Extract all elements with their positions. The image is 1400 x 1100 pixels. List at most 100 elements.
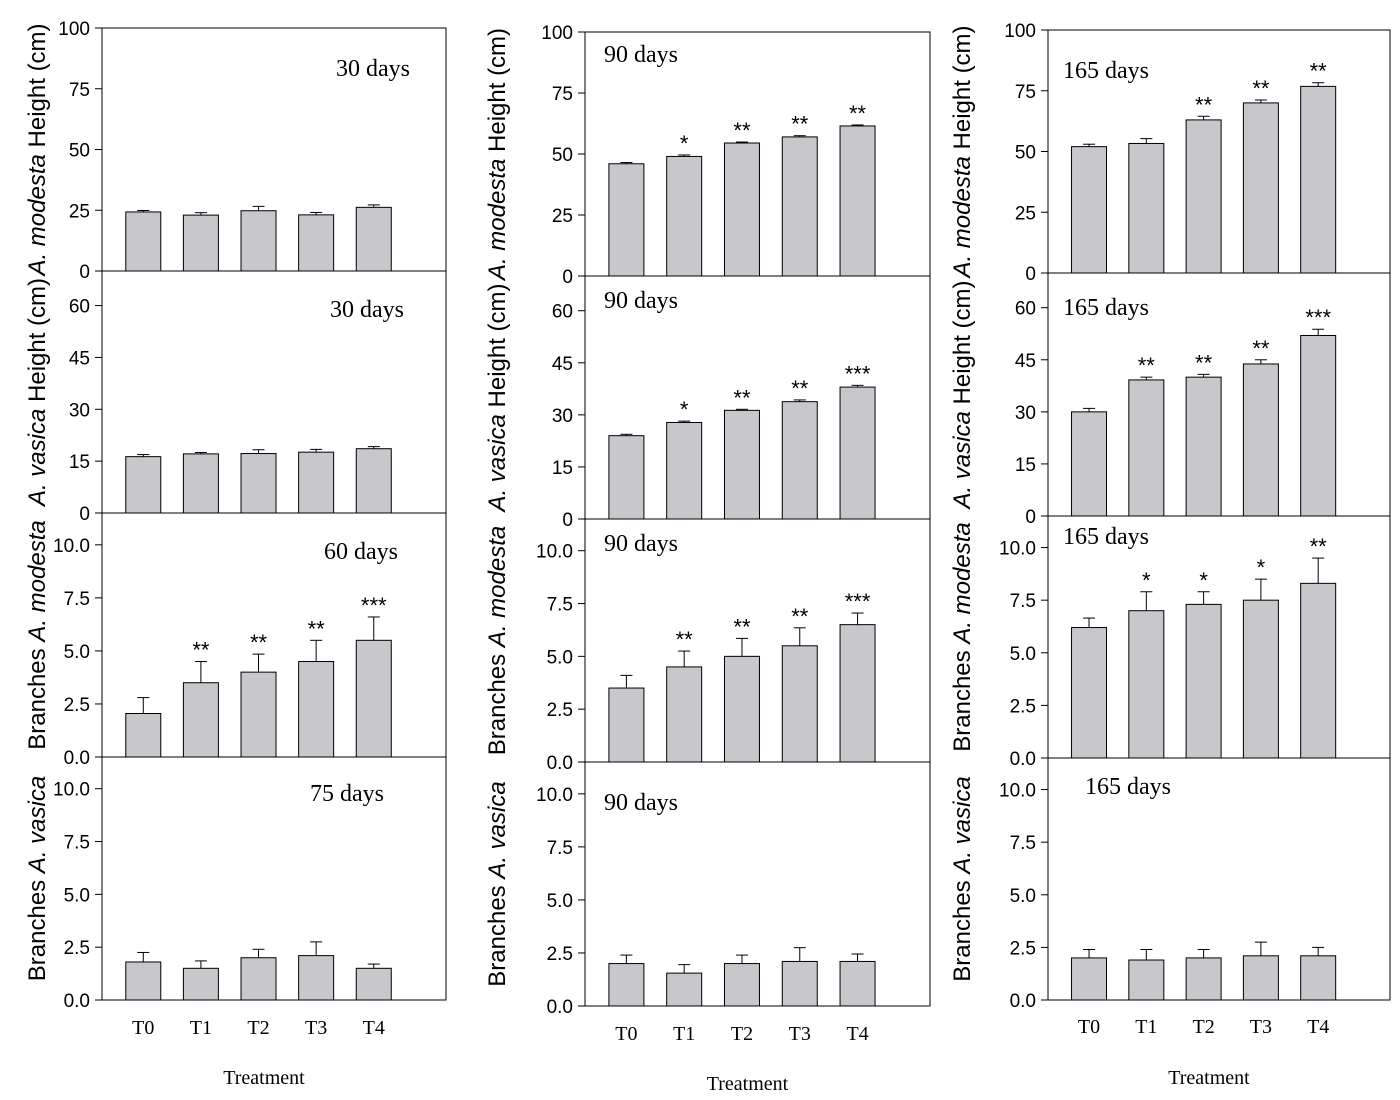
panel-c0r3: 0.0 2.5 5.0 7.5 10.0 75 days Branches A. vasic… (24, 757, 446, 1012)
panel-day-label: 75 days (310, 781, 384, 807)
x-tick-label: T0 (1078, 1016, 1100, 1038)
bar-T4 (356, 968, 391, 1000)
panel-c0r1: 0 15 30 45 60 30 days A. vasica Height (cm) (24, 271, 446, 525)
bar-T3 (1243, 103, 1278, 273)
significance-mark: * (1257, 555, 1266, 580)
y-tick-label: 0.0 (64, 991, 90, 1012)
y-tick-label: 7.5 (1010, 833, 1036, 854)
bar-T3 (1243, 956, 1278, 1000)
y-tick-label: 10.0 (53, 780, 90, 801)
y-tick-label: 30 (552, 406, 573, 427)
y-tick-label: 5.0 (64, 885, 90, 906)
bar-T0 (1072, 412, 1107, 516)
bar-T1 (183, 683, 218, 757)
y-tick-label: 50 (69, 141, 90, 162)
y-tick-label: 10.0 (999, 539, 1036, 560)
y-axis-label: Branches A. modesta (484, 526, 511, 755)
significance-mark: ** (1310, 59, 1328, 84)
y-tick-label: 15 (1015, 455, 1036, 476)
bar-T4 (1301, 956, 1336, 1000)
y-tick-label: 0.0 (547, 997, 573, 1018)
bar-T4 (1301, 86, 1336, 273)
panel-day-label: 60 days (324, 539, 398, 565)
significance-mark: ** (192, 638, 210, 663)
significance-mark: ** (733, 118, 751, 143)
significance-mark: * (680, 397, 689, 422)
x-tick-label: T3 (305, 1017, 327, 1039)
bar-T4 (1301, 335, 1336, 516)
y-tick-label: 7.5 (547, 838, 573, 859)
x-axis-label: Treatment (1168, 1067, 1250, 1089)
y-tick-label: 100 (58, 19, 90, 40)
bar-T2 (1186, 604, 1221, 758)
bar-T3 (782, 137, 817, 276)
bar-T2 (241, 454, 276, 513)
significance-mark: ** (308, 616, 326, 641)
bar-T0 (609, 164, 644, 276)
panel-c1r2: 0.02.55.07.510.0**** *****90 daysBranches… (484, 519, 930, 774)
y-tick-label: 0.0 (1010, 749, 1036, 770)
panel-c1r3: 0.0 2.5 5.0 7.5 10.0 90 days Branches A. vasic… (484, 762, 930, 1018)
significance-mark: * (680, 131, 689, 156)
panel-day-label: 90 days (604, 531, 678, 557)
bar-T3 (782, 961, 817, 1006)
bar-T1 (183, 215, 218, 271)
y-tick-label: 25 (1015, 203, 1036, 224)
y-tick-label: 30 (1015, 403, 1036, 424)
bar-T4 (356, 449, 391, 513)
significance-mark: *** (845, 361, 871, 386)
bar-T2 (241, 958, 276, 1000)
bar-T4 (1301, 583, 1336, 758)
bar-T3 (782, 646, 817, 762)
panel-c0r2: 0.02.55.07.510.0** *******60 daysBranches… (24, 513, 446, 769)
bar-T1 (1129, 960, 1164, 1000)
panel-day-label: 90 days (604, 288, 678, 314)
significance-mark: ** (791, 376, 809, 401)
bar-T4 (356, 640, 391, 757)
y-tick-label: 45 (69, 348, 90, 369)
bar-T0 (1072, 958, 1107, 1000)
y-tick-label: 75 (552, 84, 573, 105)
x-tick-label: T0 (132, 1017, 154, 1039)
bar-T4 (840, 961, 875, 1006)
y-axis-label: A. modesta Height (cm) (949, 25, 976, 279)
significance-mark: ** (1252, 336, 1270, 361)
y-tick-label: 0 (1025, 264, 1036, 285)
y-axis-label: Branches A. modesta (24, 520, 51, 749)
bar-T2 (724, 143, 759, 276)
x-tick-label: T2 (731, 1023, 753, 1045)
y-tick-label: 45 (1015, 351, 1036, 372)
bar-T4 (840, 625, 875, 762)
significance-mark: * (1142, 568, 1151, 593)
significance-mark: ** (791, 112, 809, 137)
y-tick-label: 0.0 (547, 753, 573, 774)
bar-T2 (1186, 120, 1221, 273)
y-tick-label: 60 (69, 297, 90, 318)
y-tick-label: 10.0 (53, 536, 90, 557)
y-axis-label: A. modesta Height (cm) (484, 28, 511, 282)
bar-T3 (1243, 364, 1278, 516)
bar-T0 (126, 962, 161, 1000)
bar-T0 (126, 457, 161, 513)
y-tick-label: 5.0 (1010, 644, 1036, 665)
y-axis-label: Branches A. vasica (484, 781, 511, 986)
bar-T1 (667, 667, 702, 762)
bar-T0 (609, 688, 644, 762)
bar-T4 (840, 126, 875, 276)
y-tick-label: 2.5 (64, 938, 90, 959)
bar-T1 (667, 973, 702, 1006)
y-tick-label: 2.5 (1010, 938, 1036, 959)
y-tick-label: 50 (552, 145, 573, 166)
x-tick-label: T1 (673, 1023, 695, 1045)
bar-T1 (667, 422, 702, 519)
y-tick-label: 15 (69, 452, 90, 473)
y-tick-label: 7.5 (547, 595, 573, 616)
y-tick-label: 0 (79, 504, 90, 525)
x-tick-label: T1 (1135, 1016, 1157, 1038)
panel-day-label: 90 days (604, 42, 678, 68)
y-tick-label: 0 (79, 262, 90, 283)
significance-mark: *** (1305, 305, 1331, 330)
